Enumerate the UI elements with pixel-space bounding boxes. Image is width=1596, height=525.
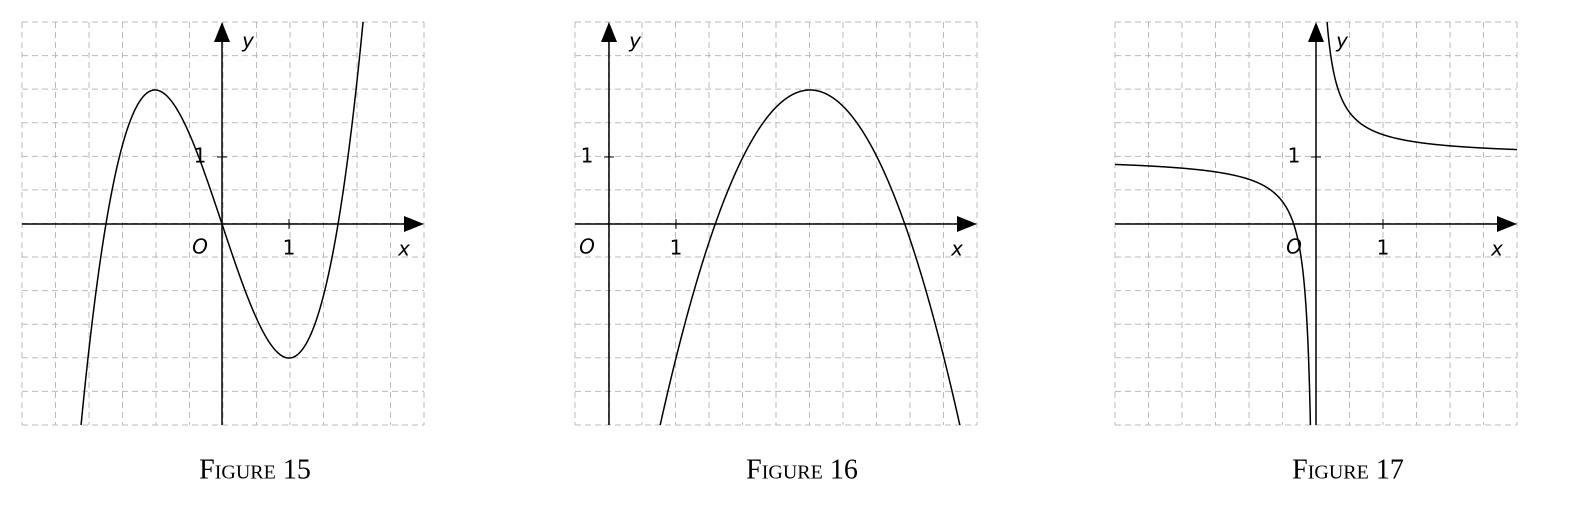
x-arrow bbox=[957, 216, 977, 232]
x-arrow bbox=[1497, 216, 1517, 232]
x-label: x bbox=[397, 237, 410, 261]
x-tick-label: 1 bbox=[670, 236, 683, 260]
origin-label: O bbox=[192, 235, 208, 259]
y-tick-label: 1 bbox=[581, 144, 594, 168]
x-tick-label: 1 bbox=[1377, 236, 1390, 260]
y-label: y bbox=[628, 29, 642, 53]
caption: Figure 16 bbox=[746, 454, 858, 485]
y-tick-label: 1 bbox=[1288, 144, 1301, 168]
origin-label: O bbox=[1286, 235, 1302, 259]
x-label: x bbox=[1490, 237, 1503, 261]
x-arrow bbox=[404, 216, 424, 232]
curve bbox=[659, 89, 961, 425]
caption: Figure 15 bbox=[199, 454, 311, 485]
curve bbox=[80, 22, 364, 425]
x-label: x bbox=[950, 237, 963, 261]
y-label: y bbox=[1335, 29, 1349, 53]
curve bbox=[1115, 22, 1517, 425]
y-arrow bbox=[601, 22, 617, 42]
y-label: y bbox=[241, 29, 255, 53]
y-tick-label: 1 bbox=[194, 144, 207, 168]
x-tick-label: 1 bbox=[283, 236, 296, 260]
y-arrow bbox=[214, 22, 230, 42]
origin-label: O bbox=[579, 235, 595, 259]
y-arrow bbox=[1308, 22, 1324, 42]
caption: Figure 17 bbox=[1292, 454, 1404, 485]
